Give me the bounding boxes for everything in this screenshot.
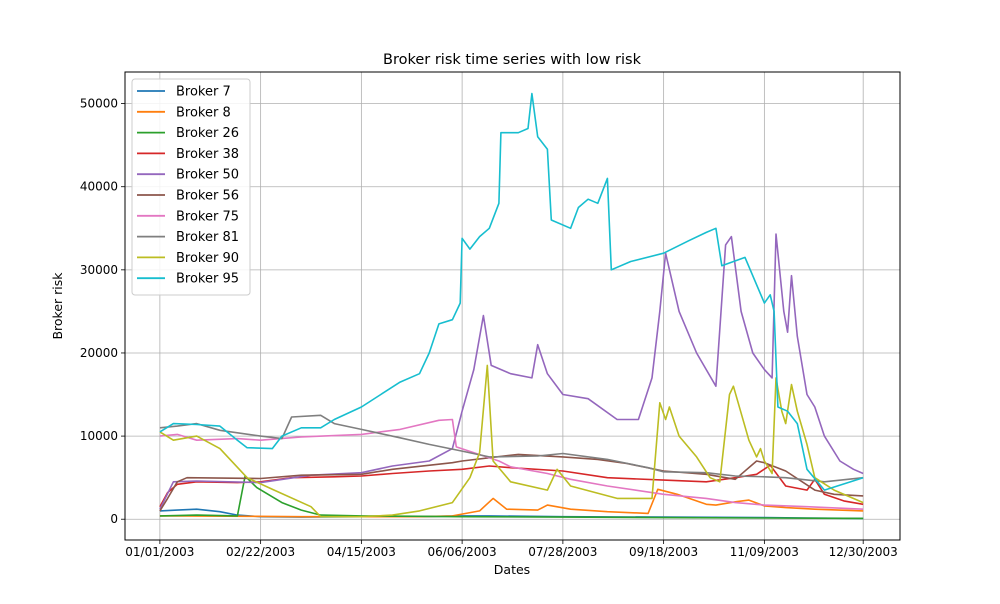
legend-label: Broker 90 [176, 251, 239, 266]
legend-label: Broker 75 [176, 209, 239, 224]
series-line-broker-81 [159, 414, 864, 483]
series-line-broker-56 [159, 453, 864, 512]
chart-title: Broker risk time series with low risk [383, 52, 642, 68]
legend-label: Broker 81 [176, 230, 239, 245]
plot-area [125, 72, 900, 540]
y-tick-label: 10000 [80, 429, 118, 443]
legend-label: Broker 26 [176, 126, 239, 141]
legend-label: Broker 38 [176, 147, 239, 162]
x-tick-label: 11/09/2003 [730, 545, 799, 559]
x-tick-label: 09/18/2003 [629, 545, 698, 559]
x-tick-label: 01/01/2003 [125, 545, 194, 559]
series-line-broker-95 [159, 92, 864, 491]
legend-label: Broker 7 [176, 85, 231, 100]
y-tick-label: 30000 [80, 263, 118, 277]
plot-frame [124, 71, 901, 541]
y-tick-label: 0 [110, 512, 118, 526]
x-tick-label: 04/15/2003 [327, 545, 396, 559]
x-tick-label: 07/28/2003 [528, 545, 597, 559]
x-tick-label: 12/30/2003 [829, 545, 898, 559]
series-line-broker-90 [159, 364, 864, 518]
x-tick-label: 06/06/2003 [428, 545, 497, 559]
series-line-broker-50 [159, 233, 864, 510]
y-axis-ticks: 0 10000 20000 30000 40000 50000 [80, 97, 125, 526]
x-tick-label: 02/22/2003 [226, 545, 295, 559]
y-tick-label: 50000 [80, 97, 118, 111]
legend-label: Broker 56 [176, 189, 239, 204]
series-lines [159, 92, 864, 520]
x-axis-ticks: 01/01/2003 02/22/2003 04/15/2003 06/06/2003… [125, 540, 898, 559]
legend-label: Broker 95 [176, 272, 239, 287]
y-axis-label: Broker risk [50, 272, 65, 340]
y-tick-label: 40000 [80, 180, 118, 194]
legend-label: Broker 50 [176, 168, 239, 183]
series-line-broker-26 [159, 475, 864, 520]
y-tick-label: 20000 [80, 346, 118, 360]
legend: Broker 7 Broker 8 Broker 26 Broker 38 Broker… [131, 78, 251, 296]
x-axis-label: Dates [494, 562, 530, 577]
legend-label: Broker 8 [176, 105, 231, 120]
